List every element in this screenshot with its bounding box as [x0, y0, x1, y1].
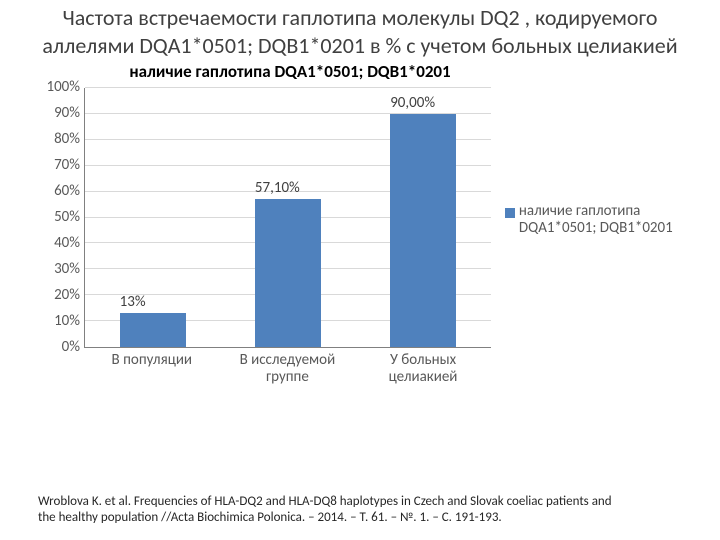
chart-title: наличие гаплотипа DQA1*0501; DQB1*0201 — [28, 61, 692, 82]
chart-area: 100% 90% 80% 70% 60% 50% 40% 30% 20% 10%… — [28, 88, 491, 387]
chart-container: 100% 90% 80% 70% 60% 50% 40% 30% 20% 10%… — [28, 88, 692, 408]
legend-label: наличие гаплотипа DQA1*0501; DQB1*0201 — [519, 203, 692, 238]
bars-container: 13% 57,10% 90,00% — [85, 88, 491, 347]
citation-text: Wroblova K. et al. Frequencies of HLA-DQ… — [38, 494, 630, 527]
legend-swatch — [505, 208, 515, 218]
main-title: Частота встречаемости гаплотипа молекулы… — [28, 4, 692, 59]
legend: наличие гаплотипа DQA1*0501; DQB1*0201 — [491, 88, 692, 238]
plot-row: 100% 90% 80% 70% 60% 50% 40% 30% 20% 10%… — [28, 88, 491, 348]
x-tick: В популяции — [84, 348, 220, 387]
bar-value-label: 13% — [120, 293, 146, 311]
bar-group: 90,00% — [356, 88, 491, 347]
bar: 57,10% — [255, 199, 321, 347]
bar: 90,00% — [390, 114, 456, 347]
slide: Частота встречаемости гаплотипа молекулы… — [0, 0, 720, 540]
bar-value-label: 57,10% — [255, 179, 300, 197]
bar-group: 57,10% — [220, 88, 355, 347]
x-tick: У больных целиакией — [355, 348, 491, 387]
x-axis: В популяции В исследуемой группе У больн… — [84, 348, 491, 387]
y-axis: 100% 90% 80% 70% 60% 50% 40% 30% 20% 10%… — [28, 88, 84, 348]
x-tick: В исследуемой группе — [220, 348, 356, 387]
bar-group: 13% — [85, 88, 220, 347]
plot-area: 13% 57,10% 90,00% — [84, 88, 491, 348]
bar-value-label: 90,00% — [390, 94, 435, 112]
bar: 13% — [120, 313, 186, 347]
